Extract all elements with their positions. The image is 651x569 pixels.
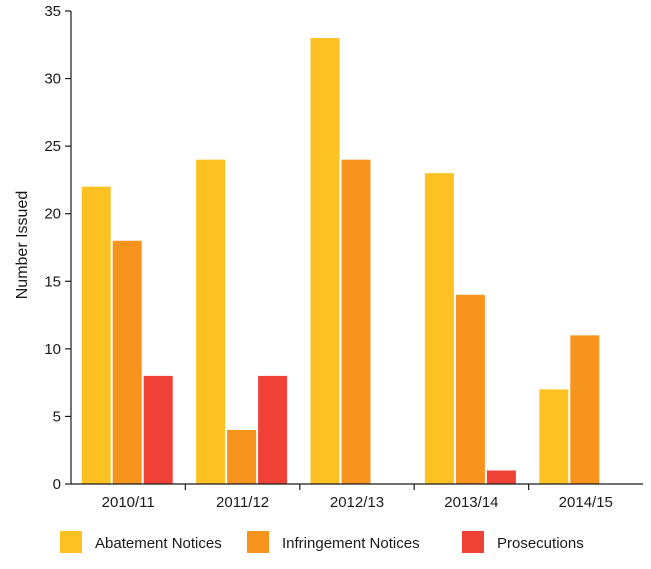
bar-abatement-notices-2014-15: [539, 389, 569, 484]
bar-infringement-notices-2010-11: [112, 240, 142, 484]
y-tick-label-25: 25: [44, 138, 61, 155]
bar-prosecutions-2013-14: [486, 470, 516, 484]
y-axis-ticks: 0 5 10 15 20 25 30 35: [44, 3, 71, 493]
legend-item-infringement-notices: Infringement Notices: [247, 531, 420, 553]
legend-label-infringement-notices: Infringement Notices: [282, 535, 420, 552]
legend-label-abatement-notices: Abatement Notices: [95, 535, 222, 552]
y-tick-label-15: 15: [44, 273, 61, 290]
bar-infringement-notices-2011-12: [227, 429, 257, 484]
legend: Abatement Notices Infringement Notices Pro…: [60, 531, 584, 553]
bar-abatement-notices-2011-12: [196, 159, 226, 484]
legend-swatch-infringement-notices: [247, 531, 269, 553]
legend-swatch-abatement-notices: [60, 531, 82, 553]
x-tick-label-2014-15: 2014/15: [559, 494, 613, 511]
bar-prosecutions-2011-12: [258, 375, 288, 484]
y-tick-label-30: 30: [44, 71, 61, 88]
y-tick-label-10: 10: [44, 341, 61, 358]
bar-infringement-notices-2014-15: [570, 335, 600, 484]
x-tick-label-2012-13: 2012/13: [330, 494, 384, 511]
y-tick-label-5: 5: [53, 408, 61, 425]
bar-infringement-notices-2012-13: [341, 159, 371, 484]
x-tick-label-2011-12: 2011/12: [216, 494, 269, 511]
bar-prosecutions-2010-11: [143, 375, 173, 484]
bar-abatement-notices-2012-13: [310, 38, 340, 485]
legend-item-prosecutions: Prosecutions: [462, 531, 584, 553]
legend-item-abatement-notices: Abatement Notices: [60, 531, 222, 553]
y-tick-label-35: 35: [44, 3, 61, 20]
legend-swatch-prosecutions: [462, 531, 484, 553]
y-tick-label-20: 20: [44, 206, 61, 223]
y-axis-title: Number Issued: [14, 191, 31, 300]
bar-abatement-notices-2010-11: [81, 186, 111, 484]
bars-group: [81, 38, 600, 485]
x-axis-ticks: 2010/11 2011/12 2012/13 2013/14 2014/15: [102, 484, 613, 511]
bar-abatement-notices-2013-14: [424, 173, 454, 484]
x-tick-label-2010-11: 2010/11: [102, 494, 155, 511]
bar-infringement-notices-2013-14: [455, 294, 485, 484]
legend-label-prosecutions: Prosecutions: [497, 535, 584, 552]
y-tick-label-0: 0: [53, 476, 61, 493]
x-tick-label-2013-14: 2013/14: [444, 494, 498, 511]
